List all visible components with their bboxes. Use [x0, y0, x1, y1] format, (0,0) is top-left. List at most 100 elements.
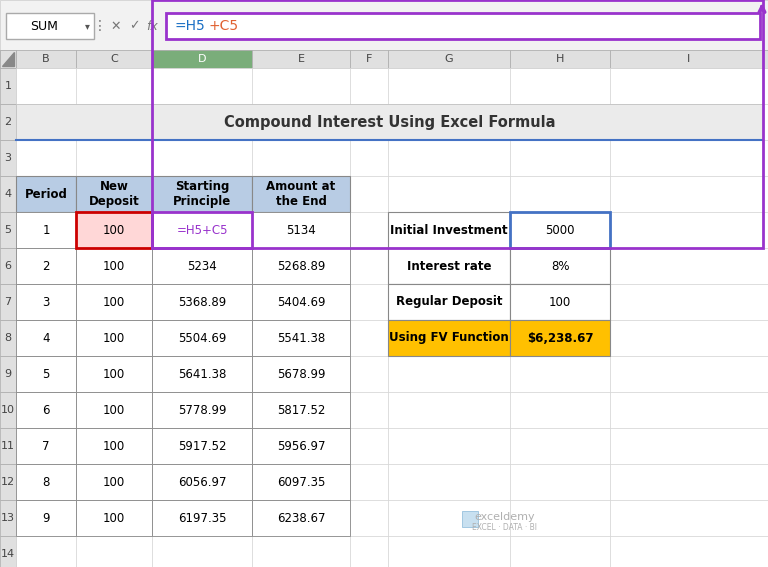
Bar	[388, 212, 510, 248]
Bar	[152, 536, 252, 567]
Text: 3: 3	[42, 295, 50, 308]
Bar	[510, 104, 610, 140]
Bar	[350, 50, 388, 68]
Bar	[510, 284, 610, 320]
Bar	[16, 176, 76, 212]
Text: Initial Investment: Initial Investment	[390, 223, 508, 236]
Bar	[152, 320, 252, 356]
Bar	[16, 284, 76, 320]
Text: H: H	[556, 54, 564, 64]
Bar	[350, 428, 388, 464]
Bar	[152, 104, 252, 140]
Text: ⋮: ⋮	[93, 19, 107, 33]
Bar	[610, 356, 768, 392]
Text: ✓: ✓	[129, 19, 139, 32]
Text: 3: 3	[5, 153, 12, 163]
Text: 5000: 5000	[545, 223, 574, 236]
Bar	[388, 500, 510, 536]
Bar	[510, 50, 610, 68]
Bar	[16, 356, 76, 392]
Bar	[152, 284, 252, 320]
Text: Amount at
the End: Amount at the End	[266, 180, 336, 208]
Bar	[76, 392, 152, 428]
Text: 13: 13	[1, 513, 15, 523]
Bar	[152, 0, 763, 248]
Bar	[6, 13, 94, 39]
Bar	[252, 392, 350, 428]
Text: G: G	[445, 54, 453, 64]
Bar	[252, 320, 350, 356]
Bar	[610, 392, 768, 428]
Bar	[152, 320, 252, 356]
Bar	[16, 212, 76, 248]
Text: 100: 100	[103, 295, 125, 308]
Text: 100: 100	[103, 511, 125, 524]
Bar	[388, 284, 510, 320]
Bar	[0, 320, 16, 356]
Bar	[350, 464, 388, 500]
Bar	[16, 464, 76, 500]
Bar	[388, 104, 510, 140]
Bar	[16, 212, 76, 248]
Text: 2: 2	[42, 260, 50, 273]
Bar	[350, 320, 388, 356]
Text: 7: 7	[5, 297, 12, 307]
Bar	[152, 212, 252, 248]
Text: 6: 6	[42, 404, 50, 417]
Bar	[0, 464, 16, 500]
Text: 100: 100	[549, 295, 571, 308]
Text: 4: 4	[5, 189, 12, 199]
Text: 6097.35: 6097.35	[276, 476, 325, 489]
Bar	[350, 356, 388, 392]
Bar	[350, 176, 388, 212]
Bar	[510, 212, 610, 248]
Bar	[510, 356, 610, 392]
Text: 10: 10	[1, 405, 15, 415]
Text: E: E	[297, 54, 304, 64]
Bar	[16, 50, 76, 68]
Bar	[16, 356, 76, 392]
Bar	[388, 392, 510, 428]
Bar	[252, 176, 350, 212]
Bar	[16, 248, 76, 284]
Text: 5541.38: 5541.38	[277, 332, 325, 345]
Text: 6056.97: 6056.97	[177, 476, 227, 489]
Text: C: C	[110, 54, 118, 64]
Bar	[76, 464, 152, 500]
Text: 12: 12	[1, 477, 15, 487]
Bar	[76, 176, 152, 212]
Bar	[16, 320, 76, 356]
Text: Compound Interest Using Excel Formula: Compound Interest Using Excel Formula	[223, 115, 555, 129]
Bar	[76, 356, 152, 392]
Bar	[166, 13, 760, 39]
Bar	[510, 176, 610, 212]
Text: SUM: SUM	[30, 19, 58, 32]
Bar	[0, 212, 16, 248]
Bar	[252, 464, 350, 500]
Bar	[388, 176, 510, 212]
Text: 5817.52: 5817.52	[276, 404, 325, 417]
Bar	[610, 176, 768, 212]
Bar	[252, 500, 350, 536]
Bar	[388, 50, 510, 68]
Text: 100: 100	[103, 260, 125, 273]
Bar	[152, 428, 252, 464]
Bar	[152, 68, 252, 104]
Bar	[462, 511, 478, 527]
Bar	[252, 284, 350, 320]
Bar	[388, 356, 510, 392]
Bar	[0, 356, 16, 392]
Bar	[610, 464, 768, 500]
Bar	[0, 104, 16, 140]
Bar	[252, 356, 350, 392]
Text: 1: 1	[42, 223, 50, 236]
Text: 5: 5	[42, 367, 50, 380]
Text: D: D	[197, 54, 207, 64]
Bar	[76, 284, 152, 320]
Text: 8: 8	[5, 333, 12, 343]
Text: 1: 1	[5, 81, 12, 91]
Bar	[610, 248, 768, 284]
Text: 5504.69: 5504.69	[178, 332, 227, 345]
Bar	[76, 212, 152, 248]
Bar	[0, 392, 16, 428]
